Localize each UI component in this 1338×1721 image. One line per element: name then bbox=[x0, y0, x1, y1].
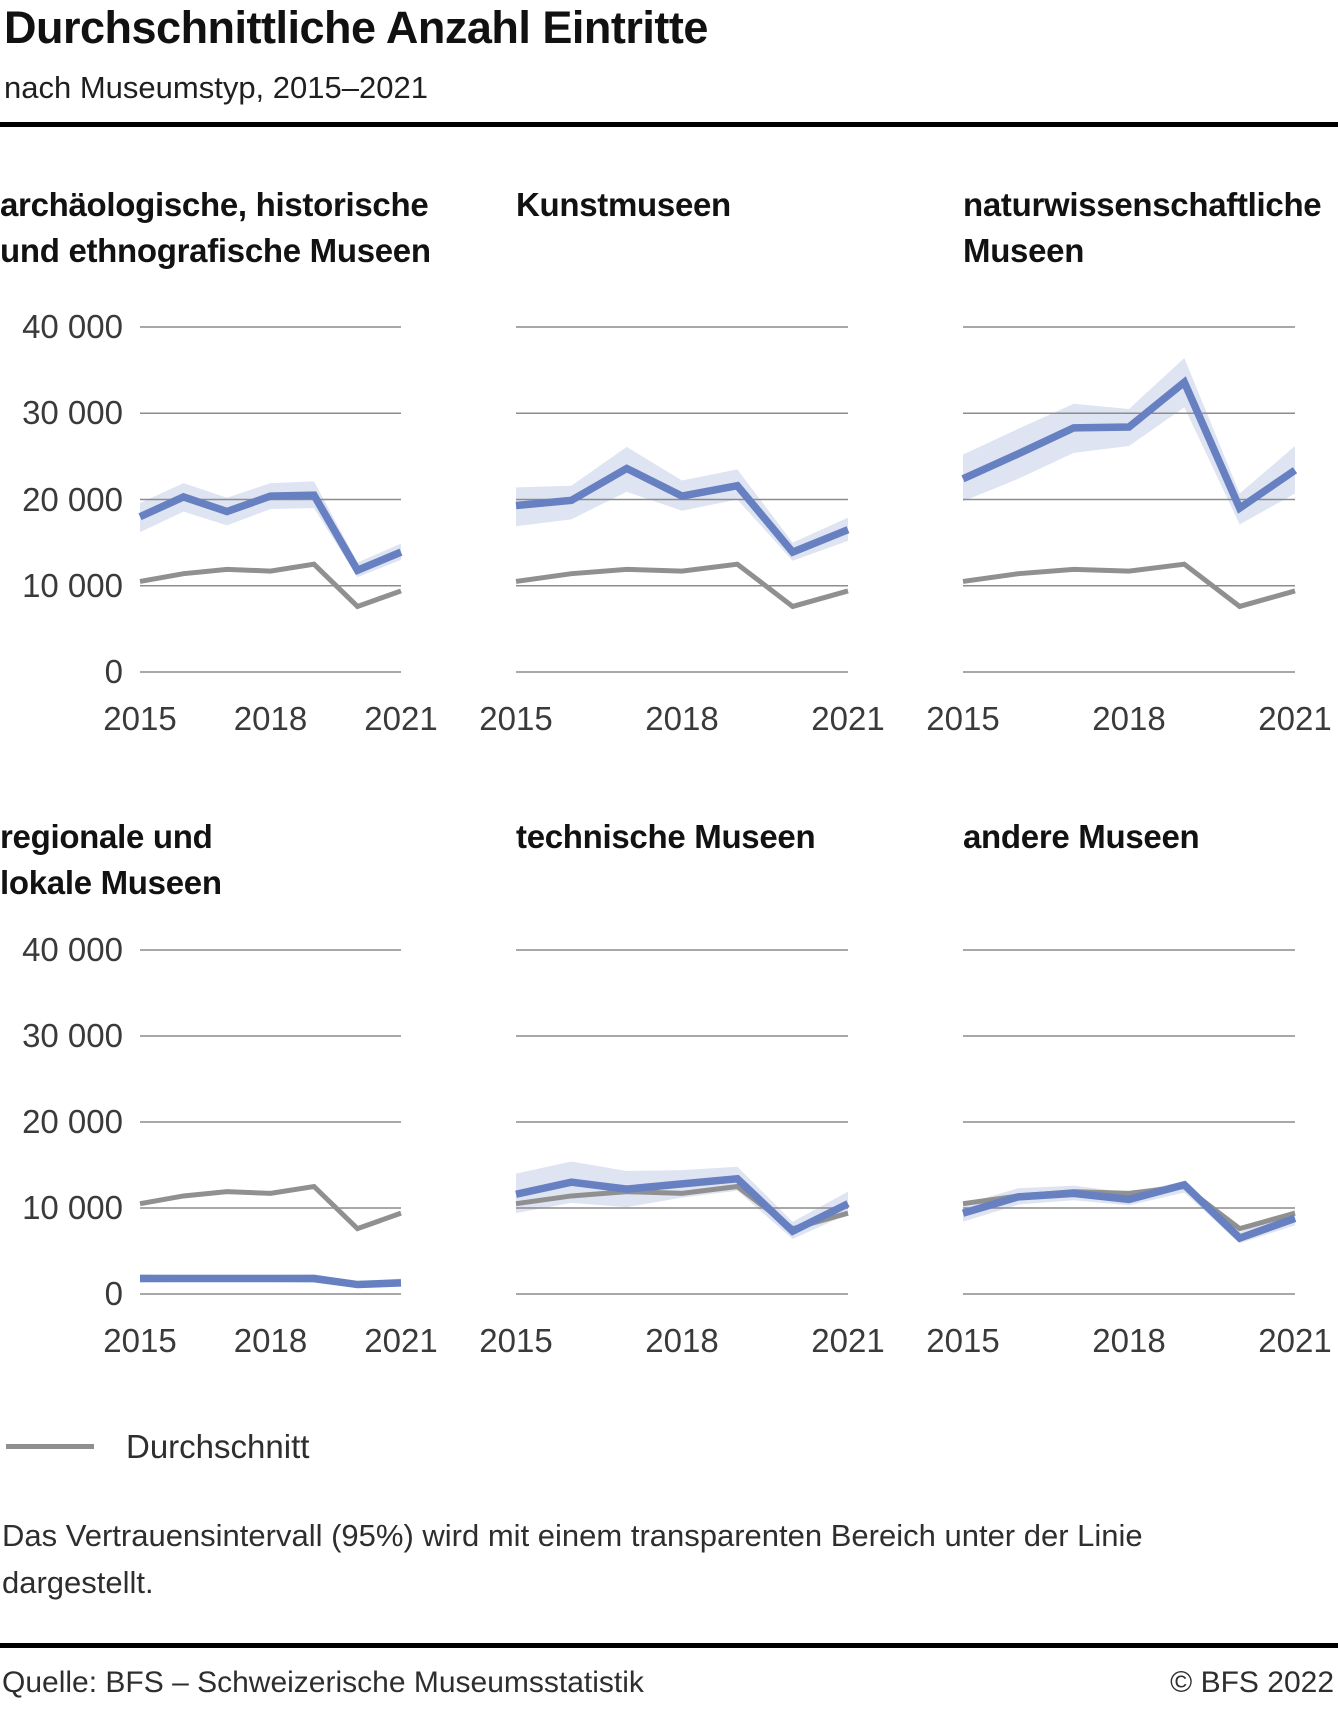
page-title: Durchschnittliche Anzahl Eintritte bbox=[4, 2, 708, 53]
panel-title: und ethnografische Museen bbox=[0, 232, 431, 269]
x-axis-tick-label: 2021 bbox=[1258, 1322, 1332, 1359]
x-axis-tick-label: 2015 bbox=[479, 700, 553, 737]
confidence-band bbox=[963, 358, 1295, 525]
mean-line bbox=[140, 1274, 402, 1289]
mean-line bbox=[961, 1180, 1297, 1243]
x-axis-tick-label: 2021 bbox=[1258, 700, 1332, 737]
top-divider bbox=[0, 122, 1338, 127]
x-axis-tick-label: 2018 bbox=[1092, 700, 1166, 737]
panel-plot bbox=[138, 326, 403, 673]
copyright-text: © BFS 2022 bbox=[1170, 1666, 1334, 1699]
x-axis-tick-label: 2015 bbox=[103, 700, 177, 737]
y-axis-tick-label: 10 000 bbox=[22, 1189, 123, 1226]
y-axis-tick-label: 40 000 bbox=[22, 308, 123, 345]
panel-title: andere Museen bbox=[963, 818, 1200, 855]
x-axis-tick-label: 2015 bbox=[926, 1322, 1000, 1359]
page-subtitle: nach Museumstyp, 2015–2021 bbox=[4, 70, 428, 105]
y-axis-tick-label: 20 000 bbox=[22, 480, 123, 518]
panel-plot bbox=[515, 326, 850, 673]
x-axis-tick-label: 2021 bbox=[811, 1322, 885, 1359]
x-axis-tick-label: 2021 bbox=[811, 700, 885, 737]
confidence-band bbox=[516, 1161, 848, 1239]
bottom-divider bbox=[0, 1643, 1338, 1648]
panel-title: archäologische, historische bbox=[0, 186, 429, 223]
source-text: Quelle: BFS – Schweizerische Museumsstat… bbox=[2, 1666, 644, 1699]
confidence-interval-footnote: Das Vertrauensintervall (95%) wird mit e… bbox=[2, 1518, 1143, 1600]
y-axis-tick-label: 20 000 bbox=[22, 1103, 123, 1140]
x-axis-tick-label: 2021 bbox=[364, 700, 438, 737]
y-axis-tick-label: 10 000 bbox=[22, 566, 123, 604]
x-axis-tick-label: 2021 bbox=[364, 1322, 438, 1359]
average-line bbox=[139, 561, 402, 610]
x-axis-tick-label: 2018 bbox=[645, 700, 719, 737]
y-axis-tick-label: 0 bbox=[104, 653, 123, 690]
mean-line bbox=[515, 1174, 850, 1236]
panel-plot bbox=[961, 949, 1297, 1295]
y-axis-tick-label: 40 000 bbox=[22, 931, 123, 968]
x-axis-tick-label: 2018 bbox=[233, 1322, 308, 1359]
y-axis-tick-label: 30 000 bbox=[22, 1017, 123, 1054]
panel-title: lokale Museen bbox=[0, 864, 222, 901]
y-axis-tick-label: 0 bbox=[104, 1275, 123, 1312]
average-line bbox=[962, 561, 1296, 610]
x-axis-tick-label: 2018 bbox=[645, 1322, 719, 1359]
x-axis-tick-label: 2015 bbox=[926, 700, 1000, 737]
panel-title: Kunstmuseen bbox=[516, 186, 731, 223]
average-line bbox=[515, 561, 849, 610]
x-axis-tick-label: 2015 bbox=[479, 1322, 553, 1359]
x-axis-tick-label: 2015 bbox=[103, 1322, 177, 1359]
confidence-band bbox=[516, 446, 848, 561]
panel-plot bbox=[961, 326, 1298, 673]
panel-plot bbox=[515, 949, 850, 1295]
panel-title: naturwissenschaftliche bbox=[963, 186, 1322, 223]
average-line bbox=[139, 1183, 402, 1232]
panel-title: Museen bbox=[963, 232, 1085, 269]
mean-line bbox=[138, 491, 403, 575]
panel-plot bbox=[139, 949, 402, 1295]
y-axis-tick-label: 30 000 bbox=[22, 394, 123, 432]
mean-line bbox=[961, 376, 1298, 514]
panel-title: regionale und bbox=[0, 818, 213, 855]
x-axis-tick-label: 2018 bbox=[233, 700, 308, 737]
mean-line bbox=[515, 464, 850, 557]
legend-average-label: Durchschnitt bbox=[126, 1428, 310, 1465]
panel-title: technische Museen bbox=[516, 818, 816, 855]
x-axis-tick-label: 2018 bbox=[1092, 1322, 1166, 1359]
legend-average-line-swatch bbox=[6, 1444, 94, 1449]
